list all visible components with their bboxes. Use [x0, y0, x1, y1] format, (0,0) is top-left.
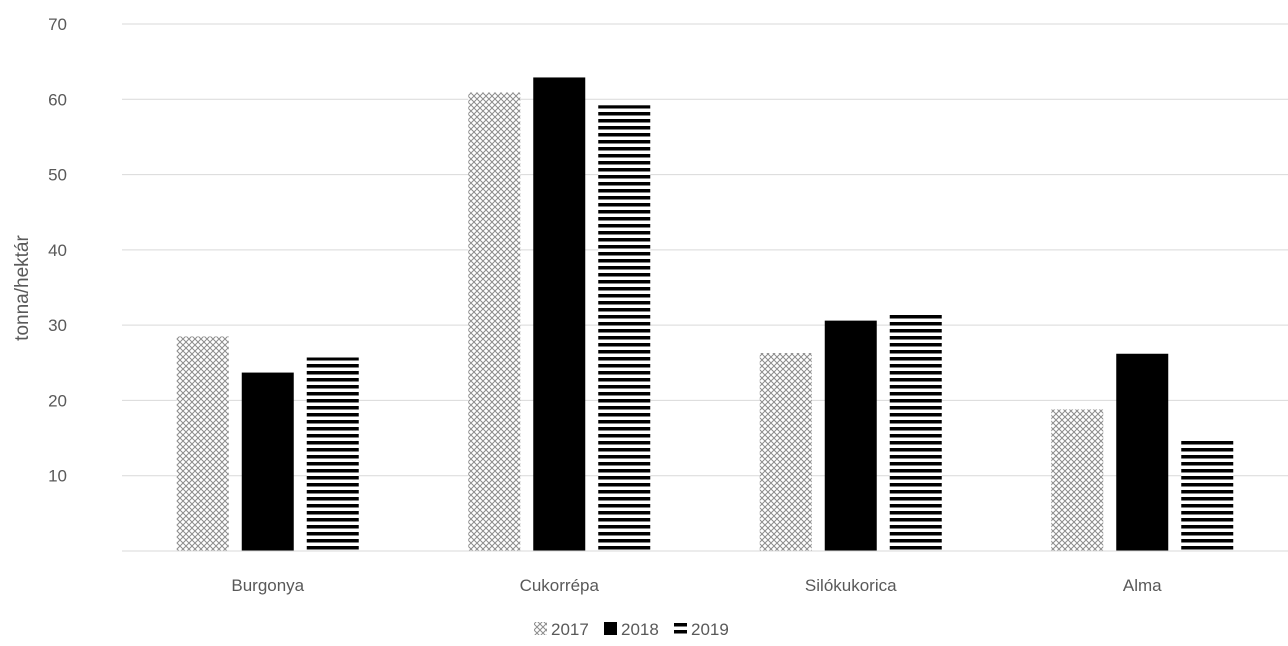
- bar-2017-cukorrépa: [468, 92, 521, 551]
- legend-item-2018: 2018: [604, 620, 659, 639]
- bar-2018-alma: [1116, 353, 1169, 551]
- y-tick-label: 40: [48, 241, 67, 260]
- bars: [176, 77, 1234, 552]
- bar-2019-silókukorica: [889, 311, 942, 551]
- bar-2019-alma: [1181, 438, 1234, 551]
- legend-swatch: [674, 622, 687, 635]
- x-axis-category-labels: Burgonya Cukorrépa Silókukorica Alma: [231, 576, 1162, 595]
- y-tick-label: 10: [48, 467, 67, 486]
- y-tick-label: 70: [48, 15, 67, 34]
- bar-2017-alma: [1051, 409, 1104, 551]
- bar-2017-silókukorica: [759, 352, 812, 551]
- legend-swatch: [604, 622, 617, 635]
- bar-2019-burgonya: [306, 357, 359, 551]
- gridlines: [122, 23, 1288, 477]
- x-tick-label: Silókukorica: [805, 576, 897, 595]
- y-tick-label: 50: [48, 166, 67, 185]
- bar-2018-cukorrépa: [533, 77, 586, 552]
- y-axis-label: tonna/hektár: [12, 235, 33, 341]
- y-tick-label: 60: [48, 90, 67, 109]
- x-tick-label: Cukorrépa: [520, 576, 600, 595]
- x-tick-label: Alma: [1123, 576, 1162, 595]
- y-tick-label: 20: [48, 391, 67, 410]
- legend-item-2017: 2017: [534, 620, 589, 639]
- legend-label: 2018: [621, 620, 659, 639]
- bar-2017-burgonya: [176, 336, 229, 551]
- legend-swatch: [534, 622, 547, 635]
- bar-2018-silókukorica: [824, 320, 877, 551]
- legend-label: 2019: [691, 620, 729, 639]
- y-axis-tick-labels: 10 20 30 40 50 60 70: [48, 15, 67, 486]
- legend-label: 2017: [551, 620, 589, 639]
- legend-item-2019: 2019: [674, 620, 729, 639]
- bar-2019-cukorrépa: [598, 105, 651, 552]
- bar-2018-burgonya: [241, 372, 294, 551]
- y-tick-label: 30: [48, 316, 67, 335]
- x-tick-label: Burgonya: [231, 576, 304, 595]
- legend: 2017 2018 2019: [534, 620, 729, 639]
